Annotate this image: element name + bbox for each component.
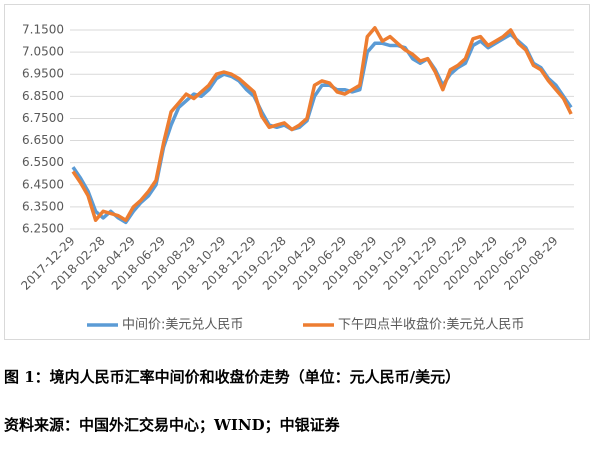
y-tick-label: 6.3500 bbox=[22, 199, 64, 213]
y-tick-label: 6.8500 bbox=[22, 89, 64, 103]
legend-label: 中间价:美元兑人民币 bbox=[122, 318, 243, 333]
source: 资料来源：中国外汇交易中心；WIND；中银证券 bbox=[4, 416, 340, 434]
series-line bbox=[71, 32, 573, 225]
y-tick-label: 6.9500 bbox=[22, 67, 64, 81]
y-tick-label: 7.1500 bbox=[22, 23, 64, 37]
y-tick-label: 6.7500 bbox=[22, 111, 64, 125]
series-line bbox=[71, 26, 573, 222]
y-tick-label: 7.0500 bbox=[22, 45, 64, 59]
caption: 图 1：境内人民币汇率中间价和收盘价走势（单位：元人民币/美元） bbox=[4, 368, 461, 386]
chart-border bbox=[4, 4, 590, 340]
legend-label: 下午四点半收盘价:美元兑人民币 bbox=[338, 317, 524, 333]
y-tick-label: 6.4500 bbox=[22, 177, 64, 191]
y-tick-label: 6.2500 bbox=[22, 222, 64, 236]
y-tick-label: 6.5500 bbox=[22, 155, 64, 169]
chart: 6.2500 6.3500 6.4500 6.5500 6.6500 6.7500 6.85… bbox=[4, 4, 590, 340]
y-tick-label: 6.6500 bbox=[22, 133, 64, 147]
